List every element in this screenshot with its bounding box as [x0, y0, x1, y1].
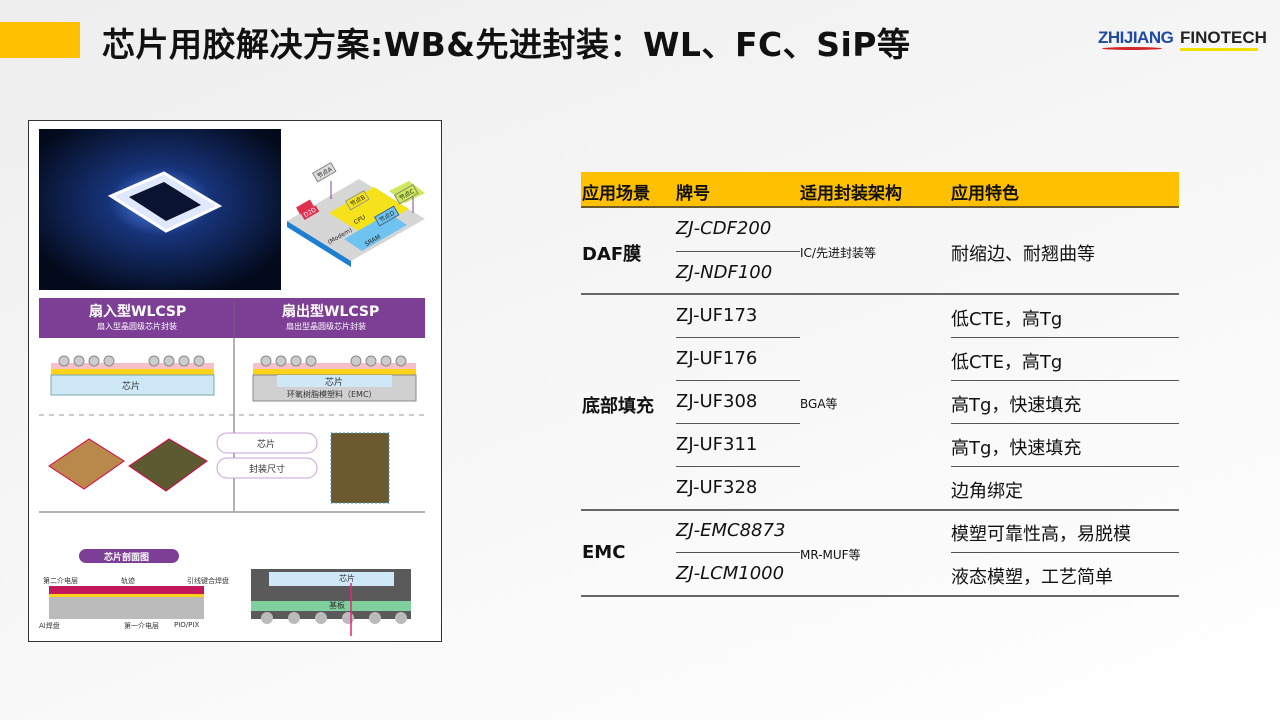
group-divider — [581, 293, 1179, 295]
zhijiang-logo-text: ZHIJIANG — [1098, 28, 1174, 47]
fan-in-subtitle: 扇入型晶圆级芯片封装 — [97, 322, 177, 331]
row-divider — [951, 552, 1179, 553]
product-cell: ZJ-LCM1000 — [676, 563, 785, 584]
row-divider — [676, 337, 800, 338]
row-divider — [676, 251, 800, 252]
table-bottom-border — [581, 595, 1179, 597]
bond-pad-label: 引线键合焊盘 — [187, 577, 229, 585]
row-divider — [951, 380, 1179, 381]
header-architecture: 适用封装架构 — [800, 184, 902, 204]
layer2-label: 第二介电层 — [43, 577, 78, 585]
product-cell: ZJ-UF308 — [676, 391, 758, 412]
layer1-label: 第一介电层 — [124, 622, 159, 630]
feature-cell: 高Tg，快速填充 — [951, 395, 1082, 416]
feature-cell: 高Tg，快速填充 — [951, 438, 1082, 459]
category-cell: DAF膜 — [582, 244, 642, 265]
row-divider — [951, 337, 1179, 338]
al-pad-label: Al焊盘 — [39, 622, 60, 630]
feature-cell: 液态模塑，工艺简单 — [951, 567, 1113, 588]
finotech-logo-text: FINOTECH — [1180, 28, 1267, 47]
fan-in-cross-section — [50, 355, 215, 396]
product-cell: ZJ-CDF200 — [676, 218, 772, 239]
product-cell: ZJ-EMC8873 — [676, 520, 786, 541]
product-cell: ZJ-UF176 — [676, 348, 758, 369]
fan-in-chip-label: 芯片 — [122, 382, 141, 392]
row-divider — [676, 423, 800, 424]
chip-callout: 芯片 — [257, 440, 276, 450]
group-divider — [581, 509, 1179, 511]
fan-out-cross-section — [252, 355, 417, 402]
feature-cell: 边角绑定 — [951, 481, 1023, 502]
row-divider — [676, 380, 800, 381]
section-title: 芯片剖面图 — [104, 553, 150, 563]
row-divider — [676, 552, 800, 553]
row-divider — [951, 423, 1179, 424]
category-cell: EMC — [582, 542, 626, 563]
feature-cell: 耐缩边、耐翘曲等 — [951, 244, 1095, 265]
product-cell: ZJ-UF328 — [676, 477, 758, 498]
product-cell: ZJ-UF173 — [676, 305, 758, 326]
packaging-image-collage: 节点A 节点B 节点C 节点D D2D CPU SRAM (Modem) 扇入型… — [28, 120, 442, 642]
fan-out-title: 扇出型WLCSP — [282, 304, 380, 320]
header-features: 应用特色 — [951, 184, 1019, 204]
row-divider — [951, 466, 1179, 467]
architecture-cell: MR-MUF等 — [800, 548, 861, 562]
trace-label: 轨迹 — [121, 577, 135, 585]
feature-cell: 低CTE，高Tg — [951, 309, 1063, 330]
page-title: 芯片用胶解决方案:WB&先进封装：WL、FC、SiP等 — [102, 25, 911, 64]
package-photo — [330, 432, 390, 504]
emc-label: 环氧树脂模塑料（EMC） — [287, 390, 377, 399]
product-cell: ZJ-NDF100 — [676, 262, 773, 283]
category-cell: 底部填充 — [582, 396, 654, 417]
architecture-cell: BGA等 — [800, 397, 838, 411]
feature-cell: 模塑可靠性高，易脱模 — [951, 524, 1131, 545]
substrate-label: 基板 — [329, 601, 345, 610]
finotech-logo: FINOTECH — [1180, 28, 1267, 51]
pio-label: PIO/PIX — [174, 621, 200, 629]
header-product: 牌号 — [676, 184, 710, 204]
fan-in-title: 扇入型WLCSP — [89, 304, 187, 320]
product-cell: ZJ-UF311 — [676, 434, 758, 455]
title-accent-bar — [0, 22, 80, 58]
architecture-cell: IC/先进封装等 — [800, 246, 876, 260]
fc-chip-label: 芯片 — [339, 574, 355, 583]
collage-graphics — [39, 129, 425, 636]
package-size-callout: 封装尺寸 — [249, 465, 286, 475]
feature-cell: 低CTE，高Tg — [951, 352, 1063, 373]
fan-out-chip-label: 芯片 — [325, 378, 344, 388]
row-divider — [676, 466, 800, 467]
zhijiang-logo: ZHIJIANG — [1098, 28, 1174, 50]
table-header: 应用场景 牌号 适用封装架构 应用特色 — [581, 172, 1179, 208]
wlcsp-header-band — [39, 298, 425, 338]
fan-out-subtitle: 扇出型晶圆级芯片封装 — [286, 322, 366, 331]
header-scenario: 应用场景 — [582, 184, 650, 204]
